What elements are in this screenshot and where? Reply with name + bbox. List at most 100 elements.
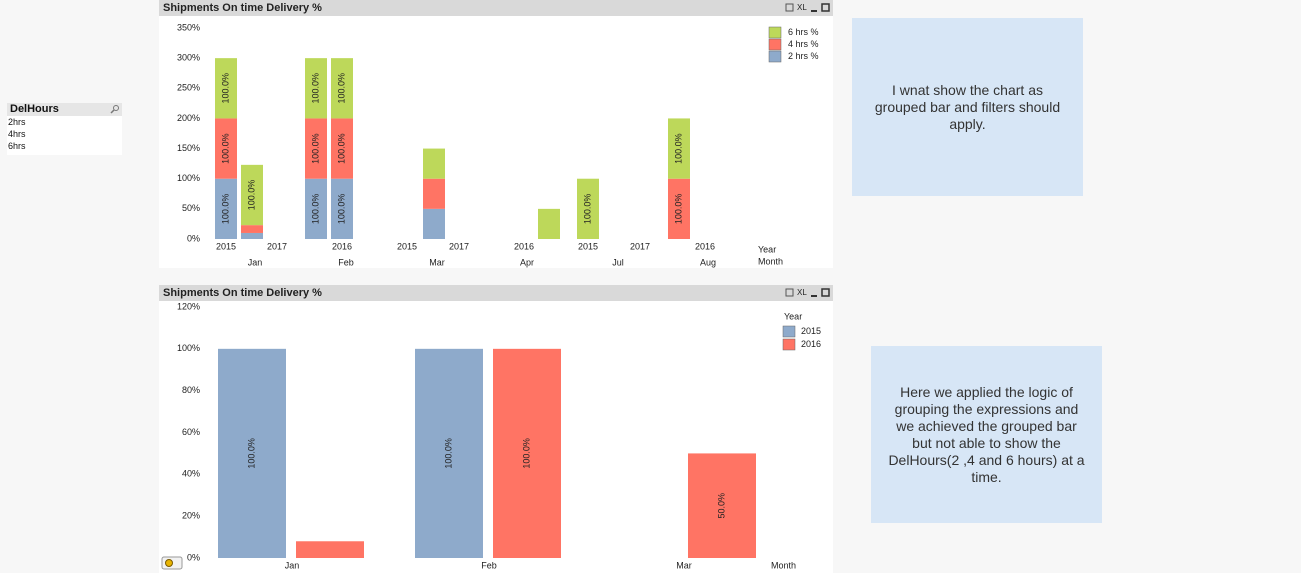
y-tick-label: 250% — [177, 83, 200, 93]
print-button[interactable] — [785, 3, 794, 12]
x-tick-label: 2015 — [578, 241, 598, 251]
axis-title: Month — [758, 256, 783, 266]
bar-segment — [215, 118, 237, 179]
listbox-item[interactable]: 2hrs — [8, 117, 26, 127]
listbox-item[interactable]: 6hrs — [8, 141, 26, 151]
bar-segment — [331, 58, 353, 119]
legend-label: 2016 — [801, 339, 821, 349]
maximize-button[interactable] — [821, 288, 830, 297]
y-tick-label: 150% — [177, 143, 200, 153]
y-tick-label: 80% — [182, 385, 200, 395]
bar-segment — [331, 118, 353, 179]
chart-title: Shipments On time Delivery % — [163, 2, 322, 14]
bar-segment — [331, 178, 353, 239]
value-label: 100.0% — [582, 194, 592, 225]
bar-segment — [668, 118, 690, 179]
x-tick-label: Aug — [700, 257, 716, 267]
value-label: 100.0% — [220, 133, 230, 164]
bar-segment — [215, 178, 237, 239]
x-tick-label: Mar — [676, 560, 692, 570]
x-tick-label: 2015 — [397, 241, 417, 251]
x-tick-label: 2015 — [216, 241, 236, 251]
bar-segment — [241, 225, 263, 233]
x-tick-label: 2016 — [695, 241, 715, 251]
value-label: 50.0% — [716, 493, 726, 519]
y-tick-label: 100% — [177, 173, 200, 183]
legend-swatch — [768, 26, 782, 39]
axis-title: Month — [771, 560, 796, 570]
value-label: 100.0% — [336, 194, 346, 225]
value-label: 100.0% — [336, 133, 346, 164]
bar-segment — [423, 148, 445, 179]
legend-label: 4 hrs % — [788, 39, 819, 49]
bar — [296, 541, 364, 558]
maximize-button[interactable] — [821, 3, 830, 12]
value-label: 100.0% — [443, 438, 453, 469]
x-tick-label: Jan — [285, 560, 300, 570]
y-tick-label: 50% — [182, 203, 200, 213]
value-label: 100.0% — [220, 194, 230, 225]
chart-title: Shipments On time Delivery % — [163, 287, 322, 299]
x-tick-label: 2017 — [267, 241, 287, 251]
x-tick-label: Jan — [248, 257, 263, 267]
y-tick-label: 20% — [182, 511, 200, 521]
x-tick-label: 2016 — [514, 241, 534, 251]
legend-swatch — [782, 338, 796, 351]
y-tick-label: 350% — [177, 22, 200, 32]
bar-segment — [423, 208, 445, 239]
legend-title: Year — [784, 311, 802, 321]
xl-button[interactable]: XL — [797, 288, 807, 297]
bar — [218, 348, 286, 558]
legend-swatch — [768, 50, 782, 63]
bar — [688, 453, 756, 558]
value-label: 100.0% — [673, 133, 683, 164]
listbox: DelHours 2hrs 4hrs 6hrs — [7, 103, 122, 155]
y-tick-label: 0% — [187, 233, 200, 243]
listbox-title-text: DelHours — [10, 103, 59, 115]
bar — [415, 348, 483, 558]
value-label: 100.0% — [310, 133, 320, 164]
x-tick-label: Apr — [520, 257, 534, 267]
value-label: 100.0% — [310, 73, 320, 104]
y-tick-label: 120% — [177, 301, 200, 311]
bar-segment — [305, 118, 327, 179]
value-label: 100.0% — [220, 73, 230, 104]
x-tick-label: Mar — [429, 257, 445, 267]
print-button[interactable] — [785, 288, 794, 297]
bar — [493, 348, 561, 558]
cycle-icon-dot — [165, 559, 173, 567]
bar-segment — [241, 232, 263, 239]
x-tick-label: Feb — [338, 257, 354, 267]
y-tick-label: 300% — [177, 53, 200, 63]
legend-label: 6 hrs % — [788, 27, 819, 37]
note: I wnat show the chart as grouped bar and… — [852, 18, 1083, 196]
x-tick-label: 2017 — [630, 241, 650, 251]
bar-segment — [577, 178, 599, 239]
value-label: 100.0% — [246, 438, 256, 469]
legend-swatch — [782, 325, 796, 338]
x-tick-label: Feb — [481, 560, 497, 570]
search-icon[interactable] — [110, 104, 120, 114]
caption-bar — [159, 0, 833, 16]
bar-segment — [305, 58, 327, 119]
axis-title: Year — [758, 244, 776, 254]
value-label: 100.0% — [673, 194, 683, 225]
legend-label: 2 hrs % — [788, 51, 819, 61]
x-tick-label: 2016 — [332, 241, 352, 251]
bar-segment — [538, 208, 560, 239]
value-label: 100.0% — [246, 180, 256, 211]
y-tick-label: 100% — [177, 343, 200, 353]
bar-segment — [423, 178, 445, 209]
value-label: 100.0% — [310, 194, 320, 225]
bar-segment — [215, 58, 237, 119]
listbox-item[interactable]: 4hrs — [8, 129, 26, 139]
bar-segment — [668, 178, 690, 239]
chart-panel — [159, 0, 833, 268]
note: Here we applied the logic of grouping th… — [871, 346, 1102, 523]
bar-segment — [305, 178, 327, 239]
legend-label: 2015 — [801, 326, 821, 336]
y-tick-label: 200% — [177, 113, 200, 123]
xl-button[interactable]: XL — [797, 3, 807, 12]
